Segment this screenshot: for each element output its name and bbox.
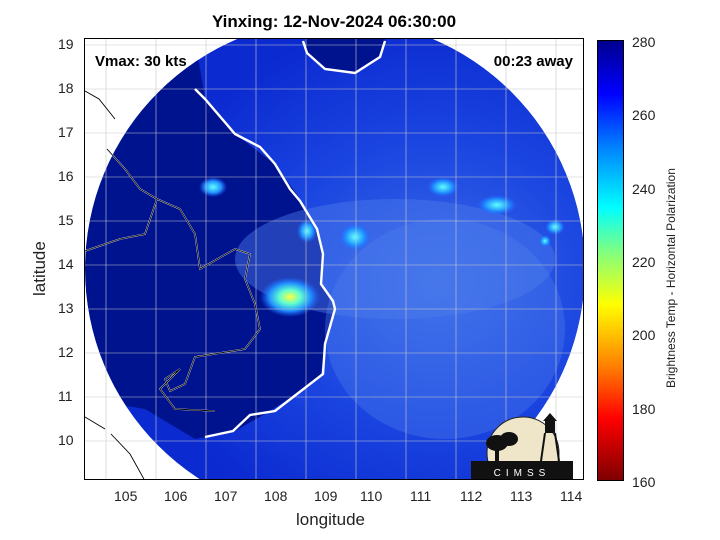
x-axis-label: longitude — [296, 510, 366, 529]
convection-cell — [545, 219, 565, 235]
y-tick: 10 — [58, 432, 74, 448]
y-tick: 13 — [58, 300, 74, 316]
logo-text: CIMSS — [494, 468, 551, 479]
y-tick: 16 — [58, 168, 74, 184]
colorbar-title: Brightness Temp - Horizontal Polarizatio… — [664, 168, 678, 388]
convection-cell — [539, 235, 551, 247]
satellite-swath — [85, 39, 583, 479]
y-tick: 19 — [58, 36, 74, 52]
map-grid — [85, 39, 583, 479]
colorbar-tick: 180 — [632, 401, 656, 417]
y-tick: 11 — [58, 388, 73, 404]
cimss-logo: CIMSS — [471, 413, 573, 479]
colorbar-tick: 220 — [632, 254, 656, 270]
coastline-hainan — [301, 40, 387, 75]
colorbar-tick: 160 — [632, 474, 656, 490]
convection-cell — [339, 223, 371, 251]
y-axis-label: latitude — [30, 241, 49, 296]
convection-cell — [427, 177, 459, 197]
country-border-dark — [85, 148, 261, 412]
colorbar-tick: 240 — [632, 181, 656, 197]
x-tick: 110 — [360, 488, 383, 504]
colorbar-tick: 200 — [632, 327, 656, 343]
land-indochina — [85, 39, 335, 439]
x-tick: 107 — [214, 488, 238, 504]
land-hainan — [305, 39, 385, 73]
colorbar-tick: 280 — [632, 34, 656, 50]
y-tick: 17 — [58, 124, 74, 140]
y-tick: 14 — [58, 256, 74, 272]
x-tick: 113 — [510, 488, 533, 504]
map-title: Yinxing: 12-Nov-2024 06:30:00 — [211, 12, 457, 31]
x-tick: 112 — [460, 488, 483, 504]
convection-cell — [477, 195, 517, 215]
x-tick: 105 — [114, 488, 138, 504]
convection-cell — [199, 177, 227, 197]
coastline — [194, 88, 337, 439]
time-away-label: 00:23 away — [493, 53, 573, 70]
convection-cell — [297, 219, 317, 243]
y-tick: 18 — [58, 80, 74, 96]
x-tick: 106 — [164, 488, 188, 504]
y-tick: 15 — [58, 212, 74, 228]
x-tick: 111 — [410, 488, 432, 504]
convection-cell — [260, 277, 320, 317]
map-plot-area: Vmax: 30 kts 00:23 away CIMSS — [84, 38, 584, 480]
colorbar — [597, 40, 624, 481]
cloud-swirl — [325, 219, 565, 439]
x-tick: 114 — [560, 488, 583, 504]
outside-coast — [85, 90, 145, 479]
x-tick: 108 — [264, 488, 288, 504]
y-tick: 12 — [58, 344, 74, 360]
x-tick: 109 — [314, 488, 338, 504]
colorbar-tick: 260 — [632, 107, 656, 123]
vmax-label: Vmax: 30 kts — [95, 53, 187, 70]
